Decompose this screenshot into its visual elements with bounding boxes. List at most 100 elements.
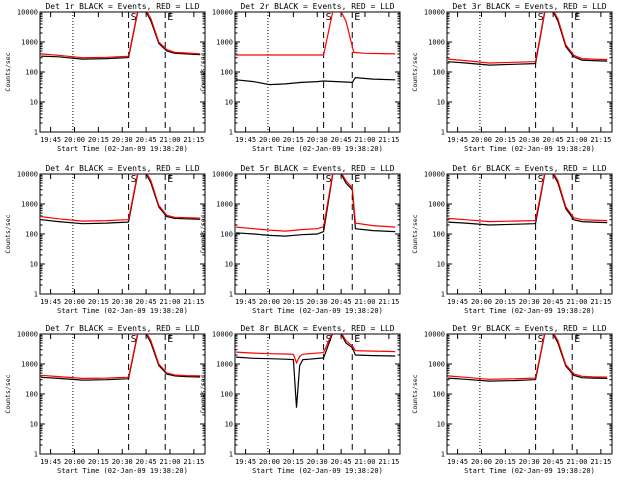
x-tick-label: 20:15 bbox=[88, 298, 109, 306]
y-tick-label: 10 bbox=[30, 421, 38, 429]
series-events-line bbox=[41, 174, 201, 225]
x-tick-label: 21:15 bbox=[183, 458, 204, 466]
plot-frame bbox=[234, 333, 401, 455]
y-tick-label: 10000 bbox=[424, 331, 445, 339]
series-events-line bbox=[41, 12, 201, 60]
x-tick-label: 20:00 bbox=[64, 136, 85, 144]
x-axis-label: Start Time (02-Jan-09 19:38:20) bbox=[464, 145, 595, 153]
x-tick-label: 21:00 bbox=[566, 298, 587, 306]
x-axis-label: Start Time (02-Jan-09 19:38:20) bbox=[57, 467, 188, 475]
x-tick-label: 20:15 bbox=[88, 136, 109, 144]
x-tick-label: 19:45 bbox=[447, 136, 468, 144]
y-tick-label: 100 bbox=[25, 391, 38, 399]
y-tick-label: 1000 bbox=[216, 361, 233, 369]
x-axis-label: Start Time (02-Jan-09 19:38:20) bbox=[464, 307, 595, 315]
x-tick-label: 20:30 bbox=[519, 298, 540, 306]
start-flag: S bbox=[131, 174, 137, 185]
y-tick-label: 10 bbox=[437, 421, 445, 429]
x-tick-label: 21:15 bbox=[378, 458, 399, 466]
series-lld-line bbox=[41, 174, 201, 222]
series-events-line bbox=[448, 334, 608, 382]
x-tick-label: 20:45 bbox=[543, 458, 564, 466]
x-tick-label: 19:45 bbox=[235, 458, 256, 466]
y-tick-label: 10000 bbox=[17, 331, 38, 339]
x-tick-label: 21:00 bbox=[566, 136, 587, 144]
series-group bbox=[448, 174, 608, 226]
y-axis-label: Counts/sec bbox=[4, 214, 12, 253]
series-group bbox=[41, 174, 201, 225]
series-lld-line bbox=[448, 174, 608, 223]
start-flag: S bbox=[131, 12, 137, 23]
x-tick-label: 20:45 bbox=[543, 298, 564, 306]
end-flag: E bbox=[574, 174, 580, 185]
y-tick-label: 10 bbox=[437, 261, 445, 269]
x-tick-label: 20:30 bbox=[112, 298, 133, 306]
x-tick-label: 19:45 bbox=[235, 136, 256, 144]
y-tick-label: 10 bbox=[225, 421, 233, 429]
series-events-line bbox=[236, 174, 396, 237]
y-axis-label: Counts/sec bbox=[411, 52, 419, 91]
x-tick-label: 20:30 bbox=[519, 136, 540, 144]
y-tick-label: 1000 bbox=[21, 39, 38, 47]
series-group bbox=[236, 174, 396, 237]
plot-frame bbox=[234, 11, 401, 133]
y-tick-label: 100 bbox=[432, 391, 445, 399]
y-tick-label: 1000 bbox=[428, 39, 445, 47]
x-tick-label: 20:15 bbox=[495, 298, 516, 306]
x-tick-label: 20:00 bbox=[64, 298, 85, 306]
end-flag: E bbox=[354, 12, 360, 23]
y-tick-label: 10000 bbox=[212, 9, 233, 17]
y-axis-label: Counts/sec bbox=[411, 214, 419, 253]
series-lld-line bbox=[41, 334, 201, 380]
x-tick-label: 20:00 bbox=[259, 136, 280, 144]
x-tick-label: 21:00 bbox=[566, 458, 587, 466]
y-tick-label: 1000 bbox=[428, 201, 445, 209]
x-tick-label: 20:45 bbox=[136, 298, 157, 306]
series-events-line bbox=[448, 174, 608, 226]
y-tick-label: 10000 bbox=[17, 171, 38, 179]
x-tick-label: 20:45 bbox=[331, 136, 352, 144]
series-group bbox=[448, 334, 608, 382]
x-tick-label: 20:00 bbox=[471, 136, 492, 144]
x-tick-label: 19:45 bbox=[235, 298, 256, 306]
x-tick-label: 20:15 bbox=[495, 136, 516, 144]
panel-title: Det 7r BLACK = Events, RED = LLD bbox=[45, 324, 199, 333]
y-axis-label: Counts/sec bbox=[4, 52, 12, 91]
panel-title: Det 2r BLACK = Events, RED = LLD bbox=[240, 2, 394, 11]
y-axis-label: Counts/sec bbox=[199, 374, 207, 413]
panel-title: Det 9r BLACK = Events, RED = LLD bbox=[452, 324, 606, 333]
panel-title: Det 8r BLACK = Events, RED = LLD bbox=[240, 324, 394, 333]
plot-frame bbox=[39, 173, 206, 295]
panel-title: Det 3r BLACK = Events, RED = LLD bbox=[452, 2, 606, 11]
panel-4: Det 4r BLACK = Events, RED = LLD 1 10 100 10… bbox=[4, 164, 206, 315]
panel-3: Det 3r BLACK = Events, RED = LLD 1 10 100 10… bbox=[411, 2, 613, 153]
series-group bbox=[41, 12, 201, 60]
start-flag: S bbox=[326, 12, 332, 23]
series-lld-line bbox=[41, 12, 201, 59]
y-tick-label: 10 bbox=[30, 261, 38, 269]
end-flag: E bbox=[574, 12, 580, 23]
y-tick-label: 1 bbox=[441, 451, 445, 459]
x-tick-label: 20:30 bbox=[112, 458, 133, 466]
series-events-line bbox=[236, 334, 396, 408]
y-tick-label: 10000 bbox=[212, 171, 233, 179]
x-tick-label: 21:15 bbox=[590, 136, 611, 144]
x-axis-label: Start Time (02-Jan-09 19:38:20) bbox=[57, 145, 188, 153]
y-tick-label: 10 bbox=[30, 99, 38, 107]
x-tick-label: 20:15 bbox=[495, 458, 516, 466]
plot-frame bbox=[39, 333, 206, 455]
x-tick-label: 21:15 bbox=[590, 458, 611, 466]
x-axis-label: Start Time (02-Jan-09 19:38:20) bbox=[252, 145, 383, 153]
x-tick-label: 20:15 bbox=[283, 298, 304, 306]
x-tick-label: 20:00 bbox=[259, 298, 280, 306]
x-tick-label: 20:30 bbox=[112, 136, 133, 144]
y-tick-label: 1000 bbox=[216, 201, 233, 209]
end-flag: E bbox=[354, 174, 360, 185]
x-tick-label: 20:15 bbox=[283, 458, 304, 466]
y-tick-label: 100 bbox=[432, 69, 445, 77]
x-tick-label: 20:15 bbox=[88, 458, 109, 466]
end-flag: E bbox=[574, 334, 580, 345]
y-tick-label: 1 bbox=[34, 291, 38, 299]
x-tick-label: 21:00 bbox=[354, 136, 375, 144]
